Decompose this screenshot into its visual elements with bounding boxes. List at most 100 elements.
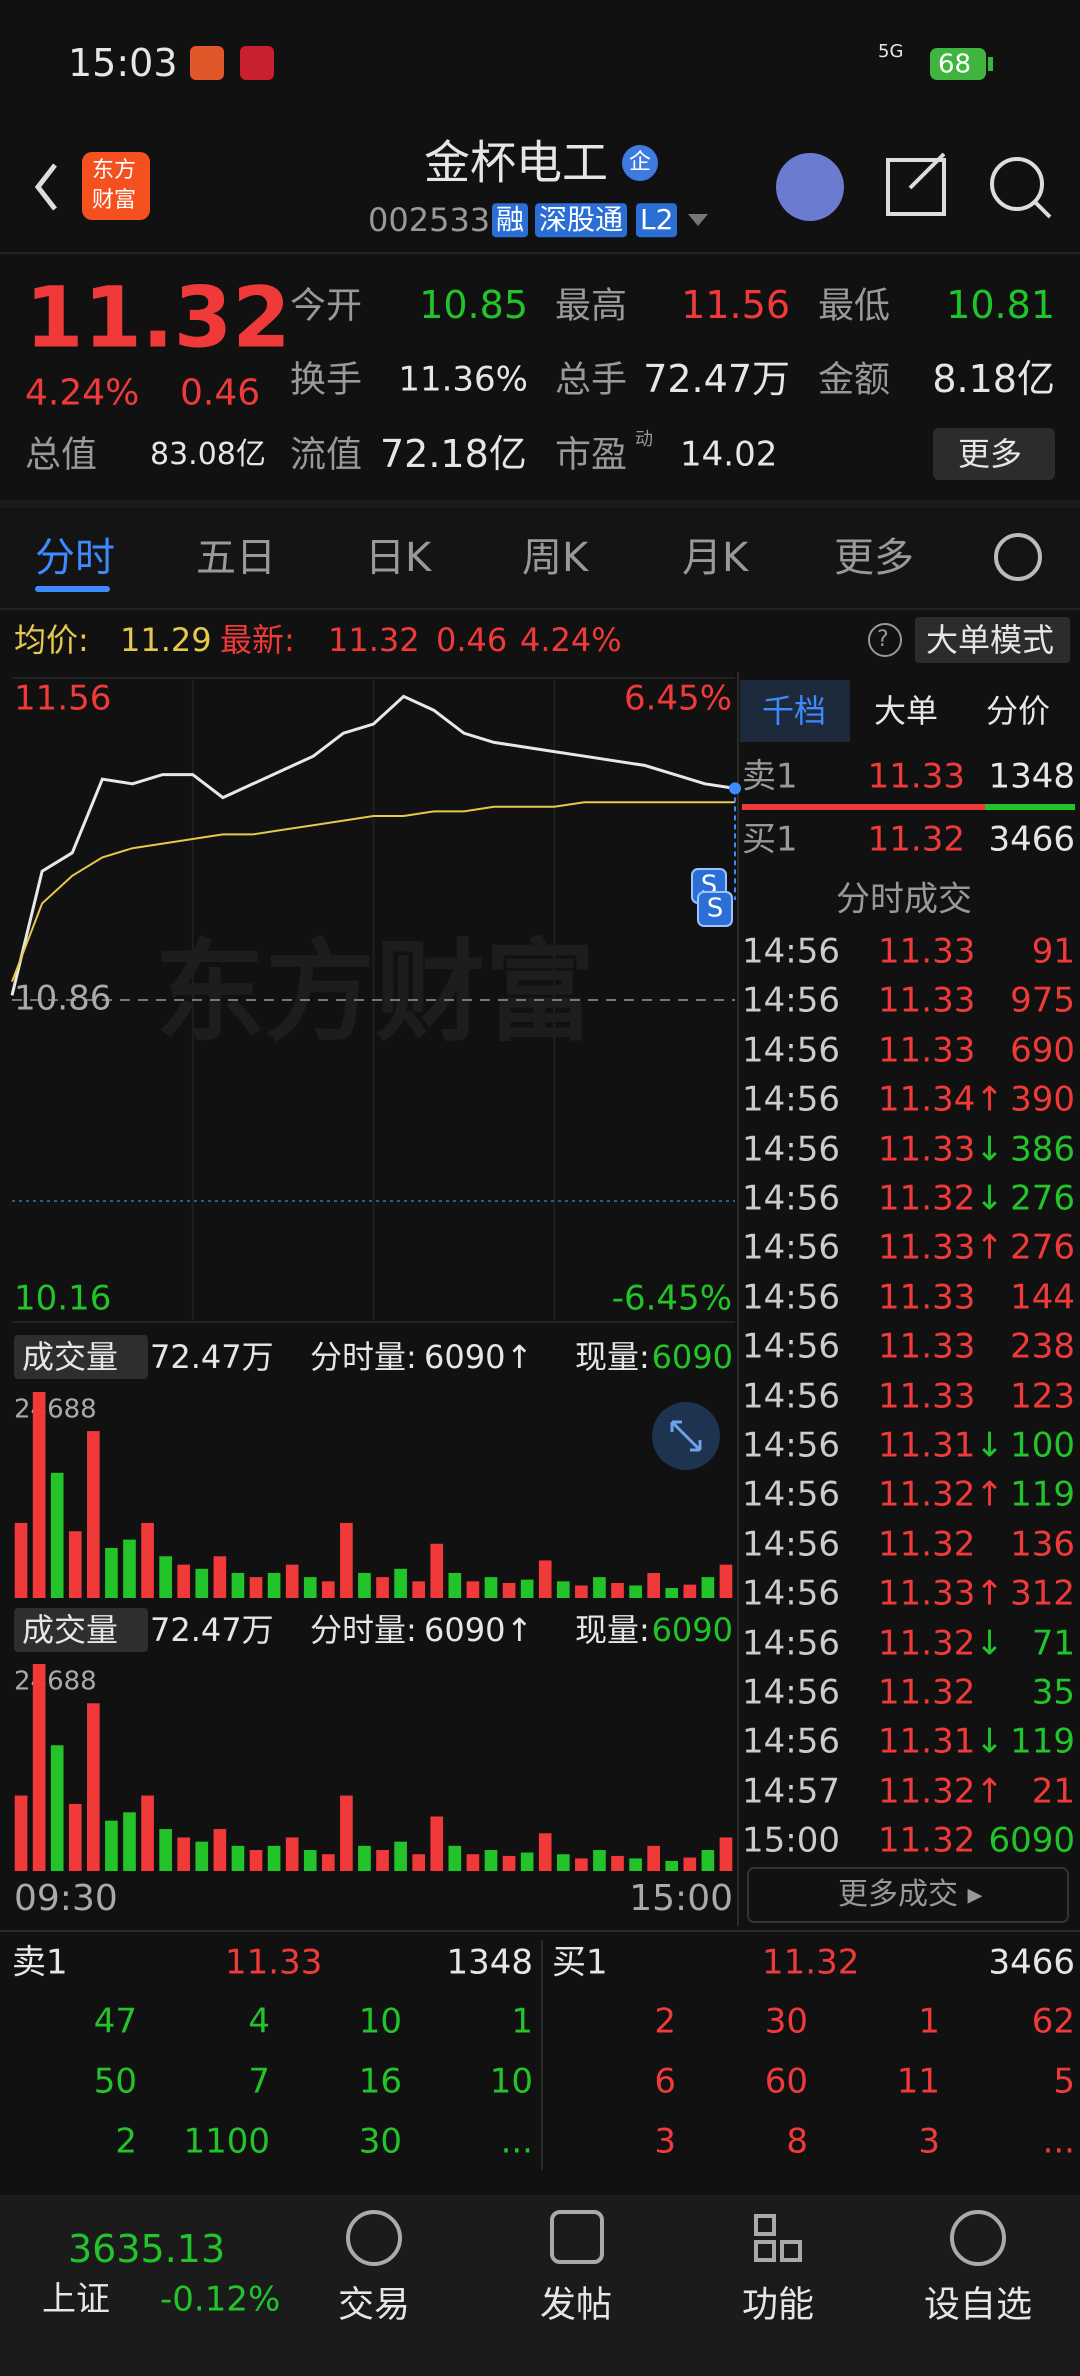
mode-button[interactable]: 大单模式 xyxy=(926,620,1055,659)
queue-volume: 3 xyxy=(918,2121,940,2162)
tab[interactable]: 五日 xyxy=(196,535,276,581)
volume-bar xyxy=(68,1531,82,1598)
queue-volume: 47 xyxy=(93,2001,137,2042)
more-button[interactable]: 更多 xyxy=(958,434,1023,473)
book-sell1-label: 卖1 xyxy=(12,1942,68,1983)
volume-bar xyxy=(683,1584,697,1598)
volume-bar xyxy=(520,1579,534,1598)
stock-code: 002533 xyxy=(368,200,491,239)
trade-time: 14:56 xyxy=(742,1030,840,1071)
field-value: 8.18亿 xyxy=(932,357,1055,402)
queue-volume: 3 xyxy=(654,2121,676,2162)
volume-bar xyxy=(231,1572,245,1598)
volume-bar xyxy=(249,1577,263,1598)
queue-volume: 8 xyxy=(786,2121,808,2162)
queue-volume: 2 xyxy=(654,2001,676,2042)
tab[interactable]: 更多 xyxy=(834,535,914,581)
network: 5G xyxy=(878,41,904,63)
logo-text: 东方 xyxy=(92,157,137,183)
volume-bar xyxy=(231,1845,245,1871)
trade-price: 11.32↑ xyxy=(878,1771,1004,1812)
queue-volume: ... xyxy=(500,2121,533,2162)
index-pct[interactable]: -0.12% xyxy=(160,2279,281,2320)
book-buy1-price: 11.32 xyxy=(762,1942,860,1983)
queue-volume: 11 xyxy=(896,2061,940,2102)
queue-volume: ... xyxy=(1042,2121,1075,2162)
volume-bar xyxy=(195,1568,209,1598)
help[interactable]: ? xyxy=(877,626,889,652)
volume-bar xyxy=(448,1845,462,1871)
queue-volume: 30 xyxy=(358,2121,402,2162)
side-tab[interactable]: 分价 xyxy=(986,691,1051,730)
tab[interactable]: 分时 xyxy=(35,535,115,581)
avg-value: 11.29 xyxy=(120,620,212,659)
nav-item[interactable]: 功能 xyxy=(742,2284,815,2326)
tab[interactable]: 月K xyxy=(682,535,749,581)
y-tick-label: 10.16 xyxy=(14,1279,111,1319)
trade-time: 14:57 xyxy=(742,1771,840,1812)
volume-label[interactable]: 成交量 xyxy=(22,1610,119,1649)
trade-time: 14:56 xyxy=(742,1277,840,1318)
trade-price-value: 11.33 xyxy=(878,980,976,1021)
queue-volume: 5 xyxy=(1053,2061,1075,2102)
change: 0.46 xyxy=(180,372,261,414)
tab[interactable]: 周K xyxy=(522,535,589,581)
trade-volume: 386 xyxy=(1010,1129,1075,1170)
index-name[interactable]: 上证 xyxy=(42,2279,110,2320)
queue-volume: 1100 xyxy=(183,2121,270,2162)
volume-bar xyxy=(321,1854,335,1871)
volume-bar xyxy=(213,1829,227,1871)
field-value: 72.18亿 xyxy=(380,432,527,477)
current-label: 现量: xyxy=(575,1610,650,1649)
trade-time: 14:56 xyxy=(742,1326,840,1367)
queue-volume: 7 xyxy=(248,2061,270,2102)
trade-price: 11.31↓ xyxy=(878,1722,1004,1763)
book-buy1-volume: 3466 xyxy=(988,1942,1075,1983)
nav-item[interactable]: 设自选 xyxy=(924,2284,1033,2326)
tag: L2 xyxy=(636,203,678,237)
side-tab[interactable]: 大单 xyxy=(874,691,939,730)
nav-item[interactable]: 交易 xyxy=(338,2284,411,2326)
side-tab[interactable]: 千档 xyxy=(762,691,827,730)
field-sup: 动 xyxy=(635,429,653,451)
price: 11.32 xyxy=(25,268,291,367)
field-label: 金额 xyxy=(818,359,891,401)
field-value: 83.08亿 xyxy=(150,437,266,472)
volume-bar xyxy=(159,1829,172,1871)
queue-volume: 30 xyxy=(764,2001,808,2042)
nav-item[interactable]: 发帖 xyxy=(540,2284,613,2326)
field-value: 10.85 xyxy=(419,283,528,328)
field-label: 最高 xyxy=(555,285,628,327)
trade-time: 14:56 xyxy=(742,1573,840,1614)
volume-bar xyxy=(123,1812,136,1871)
trade-volume: 690 xyxy=(1010,1030,1075,1071)
field-label: 今开 xyxy=(290,285,363,327)
more-trades[interactable]: 更多成交 ▸ xyxy=(838,1877,983,1912)
trade-price-value: 11.33 xyxy=(878,1227,976,1268)
trade-volume: 238 xyxy=(1010,1326,1075,1367)
volume-bar xyxy=(141,1795,154,1871)
queue-volume: 16 xyxy=(358,2061,402,2102)
trade-volume: 100 xyxy=(1010,1425,1075,1466)
volume-bar xyxy=(665,1860,679,1871)
trades-title[interactable]: 分时成交 xyxy=(836,879,972,920)
price-line xyxy=(10,694,736,996)
volume-bar xyxy=(484,1850,498,1871)
volume-bar xyxy=(394,1841,407,1871)
tag: 深股通 xyxy=(535,203,628,237)
volume-label[interactable]: 成交量 xyxy=(22,1337,119,1376)
trade-price: 11.32 xyxy=(878,1821,975,1862)
volume-bar xyxy=(412,1854,426,1871)
trade-arrow: ↓ xyxy=(975,1129,1004,1170)
index-value[interactable]: 3635.13 xyxy=(68,2227,226,2272)
tick-label: 分时量: xyxy=(310,1337,417,1376)
volume-bar xyxy=(159,1556,172,1598)
latest-label: 最新: xyxy=(220,620,295,659)
volume-bar xyxy=(358,1572,371,1598)
volume-bar xyxy=(575,1585,588,1598)
trade-price-value: 11.32 xyxy=(878,1771,976,1812)
trade-time: 14:56 xyxy=(742,1227,840,1268)
tab[interactable]: 日K xyxy=(365,535,432,581)
queue-volume: 10 xyxy=(489,2061,533,2102)
